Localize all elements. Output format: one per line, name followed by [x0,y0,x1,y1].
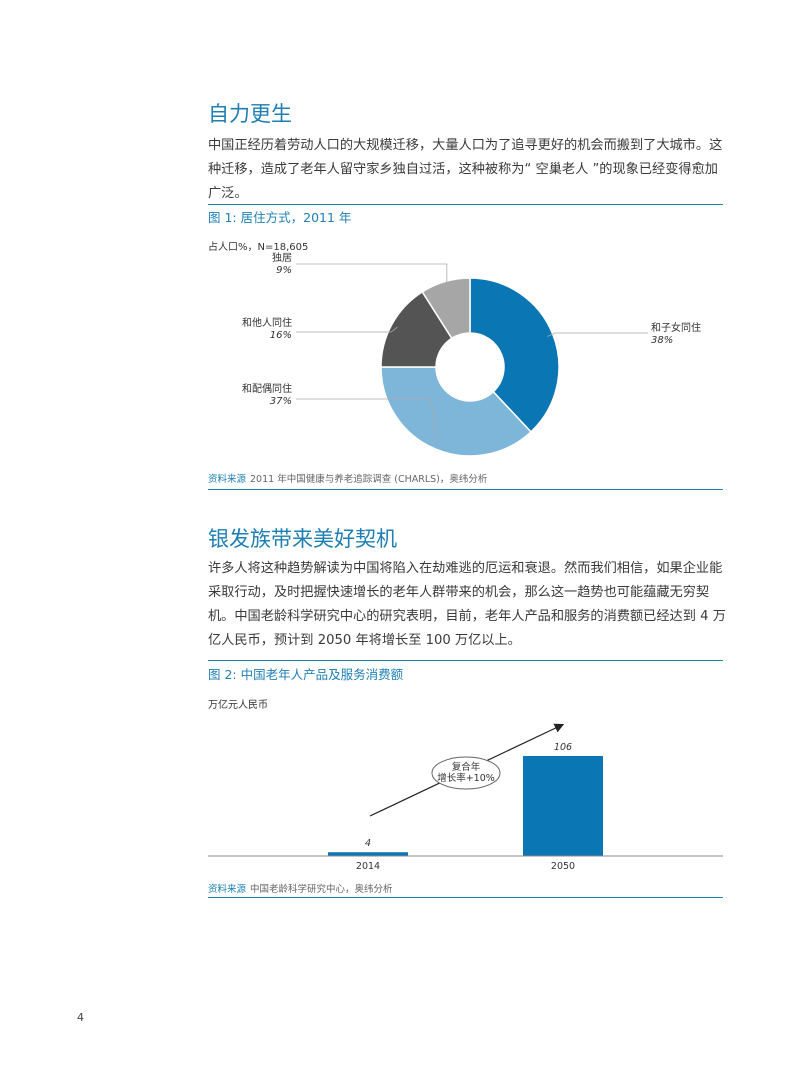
pie-label-others-value: 16% [269,330,292,341]
cagr-label-line2: 增长率+10% [437,773,495,784]
figure1-title: 图 1: 居住方式，2011 年 [208,210,352,225]
section-paragraph-migration: 中国正经历着劳动人口的大规模迁移，大量人口为了追寻更好的机会而搬到了大城市。这种… [208,138,723,201]
bar-value-label-2014: 4 [365,838,371,849]
bar-2050 [523,756,603,856]
figure1-unit-note: 占人口%，N=18,605 [208,242,309,253]
figure2-unit-note: 万亿元人民币 [208,700,268,711]
leader-with-others [296,326,398,333]
pie-label-spouse-name: 和配偶同住 [242,384,292,395]
page-number: 4 [77,1011,84,1024]
pie-slice-with-children [469,277,560,433]
figure1-source-text: 2011 年中国健康与养老追踪调查 (CHARLS)，奥纬分析 [250,474,488,485]
pie-slice-with-spouse [380,366,532,457]
pie-label-alone-name: 独居 [272,253,292,264]
figure2-title: 图 2: 中国老年人产品及服务消费额 [208,667,404,682]
bar-chart: 4 2014 106 2050 [208,723,723,872]
figure1-source: 资料来源 2011 年中国健康与养老追踪调查 (CHARLS)，奥纬分析 [208,471,487,485]
bar-value-label-2050: 106 [554,742,572,753]
pie-label-others: 和他人同住 16% [230,318,292,342]
pie-label-alone: 独居 9% [230,253,292,277]
figure2-source: 资料来源 中国老龄科学研究中心，奥纬分析 [208,881,393,895]
figure1-top-rule [208,204,723,205]
pie-label-children-name: 和子女同住 [651,323,701,334]
pie-label-children-value: 38% [651,335,674,346]
figure2-source-label: 资料来源 [208,884,247,895]
pie-label-children: 和子女同住 38% [651,323,721,347]
pie-label-spouse: 和配偶同住 37% [222,384,292,408]
figure2-top-rule [208,660,723,661]
section-paragraph-opportunity: 许多人将这种趋势解读为中国将陷入在劫难逃的厄运和衰退。然而我们相信，如果企业能采… [208,561,726,648]
section-heading-self-reliance: 自力更生 [208,102,292,126]
pie-slice-alone [421,277,471,340]
leader-alone [296,263,448,288]
pie-label-others-name: 和他人同住 [242,318,292,329]
figure2-source-text: 中国老龄科学研究中心，奥纬分析 [250,884,393,895]
figure1-source-label: 资料来源 [208,474,247,485]
figure2-bottom-rule [208,897,723,898]
pie-chart [296,263,648,457]
pie-label-alone-value: 9% [276,265,292,276]
bar-2014 [328,852,408,856]
cagr-label-line1: 复合年 [451,762,481,773]
leader-with-spouse [296,398,438,444]
bar-category-label-2050: 2050 [551,861,575,872]
section-heading-silver-opportunity: 银发族带来美好契机 [208,527,397,551]
cagr-label: 复合年 增长率+10% [428,762,504,784]
cagr-bubble [431,756,501,790]
leader-with-children [547,332,648,337]
pie-label-spouse-value: 37% [269,396,292,407]
bar-category-label-2014: 2014 [356,861,380,872]
figure1-bottom-rule [208,489,723,490]
